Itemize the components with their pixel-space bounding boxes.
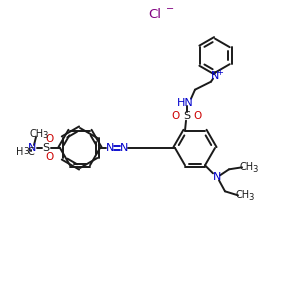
Text: CH: CH (30, 129, 44, 139)
Text: O: O (172, 111, 180, 121)
Text: H: H (16, 147, 24, 157)
Text: S: S (42, 143, 50, 153)
Text: HN: HN (177, 98, 194, 108)
Text: C: C (28, 147, 34, 157)
Text: −: − (166, 4, 174, 14)
Text: Cl: Cl (148, 8, 161, 20)
Text: +: + (217, 68, 224, 77)
Text: O: O (45, 152, 53, 162)
Text: N: N (28, 143, 36, 153)
Text: N: N (120, 143, 128, 153)
Text: 3: 3 (252, 165, 258, 174)
Text: 3: 3 (248, 193, 254, 202)
Text: 3: 3 (23, 148, 29, 157)
Text: 3: 3 (42, 131, 48, 140)
Text: CH: CH (236, 190, 250, 200)
Text: N: N (106, 143, 114, 153)
Text: O: O (45, 134, 53, 144)
Text: CH: CH (240, 162, 254, 172)
Text: O: O (194, 111, 202, 121)
Text: S: S (183, 111, 190, 121)
Text: N: N (213, 172, 221, 182)
Text: N: N (211, 71, 219, 81)
